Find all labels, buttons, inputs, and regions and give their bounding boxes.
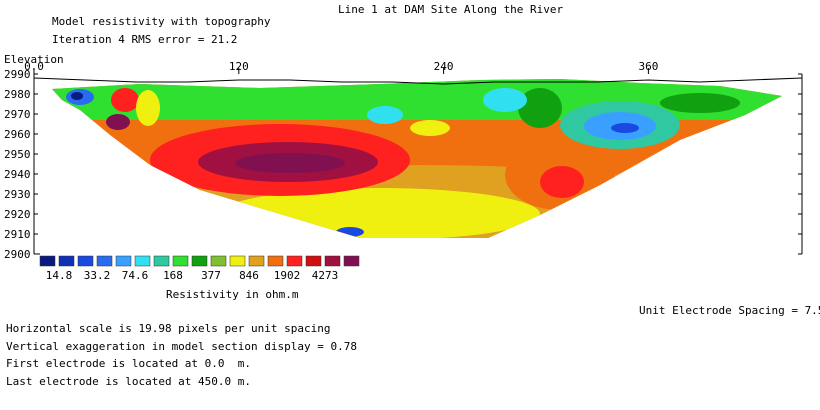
y-tick-label: 2940 xyxy=(4,168,31,181)
colorbar-swatch xyxy=(248,255,265,267)
chart-subtitle-model: Model resistivity with topography xyxy=(52,15,271,28)
navy-core-west xyxy=(71,92,83,100)
colorbar-tick-label: 14.8 xyxy=(46,269,73,282)
green-zone-east xyxy=(660,93,740,113)
x-tick-label: 120 xyxy=(229,60,249,73)
colorbar-swatch xyxy=(267,255,284,267)
y-tick-label: 2900 xyxy=(4,248,31,261)
colorbar-swatch xyxy=(286,255,303,267)
x-tick-label: 0.0 xyxy=(24,60,44,73)
chart-title: Line 1 at DAM Site Along the River xyxy=(338,3,564,16)
blue-core-east xyxy=(611,123,639,133)
high-resistivity-center xyxy=(235,153,345,173)
colorbar-swatch xyxy=(172,255,189,267)
red-spot-west xyxy=(111,88,139,112)
colorbar-swatch xyxy=(115,255,132,267)
colorbar-swatch xyxy=(77,255,94,267)
colorbar-swatch xyxy=(58,255,75,267)
colorbar-tick-label: 4273 xyxy=(312,269,339,282)
colorbar-swatch xyxy=(96,255,113,267)
y-tick-label: 2950 xyxy=(4,148,31,161)
colorbar-swatch xyxy=(343,255,360,267)
note-vertical-exaggeration: Vertical exaggeration in model section d… xyxy=(6,340,357,353)
electrode-spacing-note: Unit Electrode Spacing = 7.50 m. xyxy=(639,304,820,317)
x-tick-label: 240 xyxy=(434,60,454,73)
y-tick-label: 2930 xyxy=(4,188,31,201)
colorbar-tick-label: 377 xyxy=(201,269,221,282)
colorbar-label: Resistivity in ohm.m xyxy=(166,288,299,301)
colorbar-swatch xyxy=(39,255,56,267)
yellow-spot-center xyxy=(410,120,450,136)
note-horizontal-scale: Horizontal scale is 19.98 pixels per uni… xyxy=(6,322,331,335)
colorbar-swatch xyxy=(134,255,151,267)
y-tick-label: 2990 xyxy=(4,68,31,81)
colorbar-swatch xyxy=(210,255,227,267)
topography-line xyxy=(33,77,803,85)
colorbar-swatch xyxy=(229,255,246,267)
note-last-electrode: Last electrode is located at 450.0 m. xyxy=(6,375,252,388)
colorbar-tick-label: 168 xyxy=(163,269,183,282)
colorbar-tick-label: 846 xyxy=(239,269,259,282)
purple-spot-west xyxy=(106,114,130,130)
blue-spot-bottom xyxy=(336,227,364,237)
y-tick-label: 2980 xyxy=(4,88,31,101)
colorbar-tick-label: 33.2 xyxy=(84,269,111,282)
y-tick-label: 2970 xyxy=(4,108,31,121)
resistivity-section xyxy=(52,79,782,238)
chart-subtitle-rms: Iteration 4 RMS error = 21.2 xyxy=(52,33,238,46)
colorbar-tick-label: 74.6 xyxy=(122,269,149,282)
y-tick-label: 2960 xyxy=(4,128,31,141)
cyan-spot xyxy=(483,88,527,112)
x-tick-label: 360 xyxy=(638,60,658,73)
colorbar-swatch xyxy=(324,255,341,267)
note-first-electrode: First electrode is located at 0.0 m. xyxy=(6,357,252,370)
colorbar-swatch xyxy=(305,255,322,267)
red-spot-east xyxy=(540,166,584,198)
colorbar-tick-label: 1902 xyxy=(274,269,301,282)
y-tick-label: 2910 xyxy=(4,228,31,241)
y-axis-label: Elevation xyxy=(4,53,64,66)
yellow-spot-west xyxy=(136,90,160,126)
colorbar-swatch xyxy=(191,255,208,267)
y-tick-label: 2920 xyxy=(4,208,31,221)
dark-green-node xyxy=(518,88,562,128)
cyan-spot-center xyxy=(367,106,403,124)
colorbar-swatch xyxy=(153,255,170,267)
